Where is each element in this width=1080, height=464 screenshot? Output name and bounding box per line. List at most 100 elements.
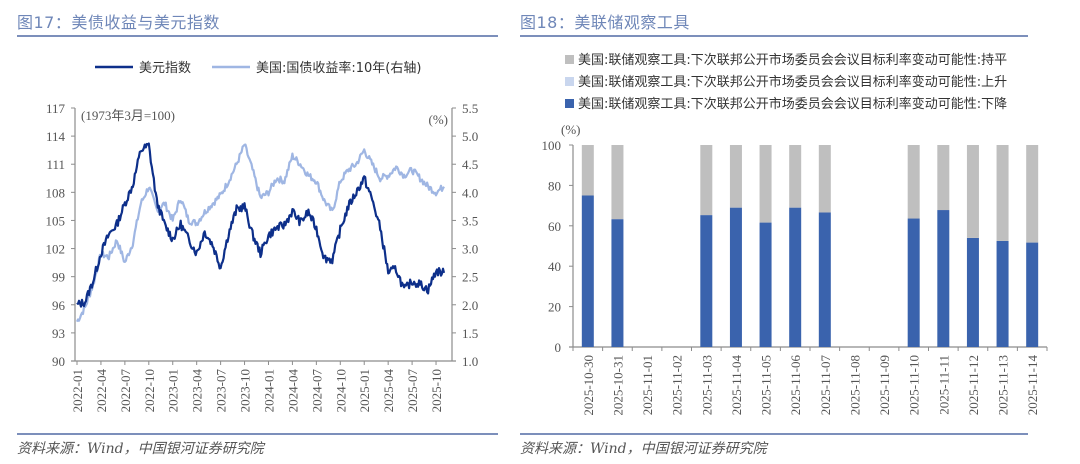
left-y-tick-label: 117 — [46, 101, 66, 116]
left-y-tick-label: 105 — [46, 213, 66, 228]
bar-segment-cut — [729, 207, 742, 347]
y-tick-label: 60 — [548, 219, 561, 234]
right-y-tick-label: 4.5 — [462, 157, 478, 172]
series-line-dollar-index — [76, 142, 446, 308]
bar-segment-hold — [937, 145, 950, 211]
x-tick-label: 2025-11-12 — [966, 355, 981, 415]
right-y-tick-label: 5.5 — [462, 101, 478, 116]
x-tick-label: 2024-04 — [285, 369, 300, 413]
x-tick-label: 2023-01 — [166, 369, 181, 412]
x-tick-label: 2025-11-05 — [759, 355, 774, 415]
legend-label-hold: 美国:联储观察工具:下次联邦公开市场委员会会议目标利率变动可能性:持平 — [578, 52, 1007, 68]
x-tick-label: 2025-11-07 — [818, 355, 833, 416]
left-axis-annotation: (1973年3月=100) — [81, 108, 175, 123]
bar-segment-cut — [907, 218, 920, 347]
x-tick-label: 2024-01 — [261, 369, 276, 412]
source-divider — [520, 433, 1028, 435]
right-y-tick-label: 3.0 — [462, 242, 478, 257]
bar-segment-hold — [611, 145, 624, 220]
x-tick-label: 2025-11-01 — [640, 355, 655, 415]
right-source-note: 资料来源：Wind，中国银河证券研究院 — [520, 441, 767, 457]
fedwatch-stacked-bar-chart: 美国:联储观察工具:下次联邦公开市场委员会会议目标利率变动可能性:持平 美国:联… — [542, 52, 1048, 416]
right-y-tick-label: 1.5 — [462, 326, 478, 341]
bar-segment-cut — [937, 210, 950, 347]
left-y-tick-label: 99 — [52, 270, 65, 285]
legend-swatch-cut — [565, 99, 574, 108]
title-divider — [520, 35, 1028, 37]
legend-swatch-hold — [565, 55, 574, 64]
bar-segment-cut — [818, 212, 831, 347]
right-chart-title: 图18：美联储观察工具 — [520, 13, 690, 32]
y-tick-label: 40 — [548, 259, 561, 274]
bar-segment-cut — [581, 195, 594, 347]
left-chart-title: 图17：美债收益与美元指数 — [17, 13, 220, 32]
x-tick-label: 2025-11-14 — [1025, 355, 1040, 416]
x-tick-label: 2025-11-06 — [788, 355, 803, 416]
bar-segment-cut — [759, 222, 772, 347]
x-tick-label: 2025-10-31 — [610, 355, 625, 416]
left-y-tick-label: 102 — [46, 242, 66, 257]
right-axis-annotation: (%) — [429, 112, 449, 127]
left-y-tick-label: 96 — [52, 298, 66, 313]
right-panel: 图18：美联储观察工具 美国:联储观察工具:下次联邦公开市场委员会会议目标利率变… — [520, 0, 1080, 464]
legend-label-yield: 美国:国债收益率:10年(右轴) — [256, 60, 421, 76]
right-y-tick-label: 2.5 — [462, 270, 478, 285]
y-tick-label: 20 — [548, 300, 561, 315]
bar-segment-hold — [996, 145, 1009, 241]
y-axis-unit: (%) — [561, 122, 581, 137]
legend-label-cut: 美国:联储观察工具:下次联邦公开市场委员会会议目标利率变动可能性:下降 — [578, 96, 1007, 112]
x-tick-label: 2025-11-02 — [670, 355, 685, 415]
right-y-tick-label: 5.0 — [462, 129, 478, 144]
x-tick-label: 2025-07 — [405, 369, 420, 413]
bar-segment-hold — [907, 145, 920, 219]
bar-segment-cut — [789, 207, 802, 347]
x-tick-label: 2025-10-30 — [581, 355, 596, 416]
y-tick-label: 100 — [542, 138, 562, 153]
x-tick-label: 2025-11-03 — [699, 355, 714, 415]
x-tick-label: 2025-11-08 — [847, 355, 862, 415]
y-tick-label: 0 — [555, 340, 562, 355]
legend-label-dxy: 美元指数 — [139, 61, 191, 76]
bar-segment-hold — [789, 145, 802, 208]
x-tick-label: 2025-11-10 — [907, 355, 922, 415]
left-y-tick-label: 90 — [52, 354, 65, 369]
x-tick-label: 2025-10 — [429, 369, 444, 412]
left-source-note: 资料来源：Wind，中国银河证券研究院 — [17, 441, 264, 457]
x-tick-label: 2022-07 — [118, 369, 133, 413]
bar-segment-cut — [700, 215, 713, 347]
x-tick-label: 2022-10 — [142, 369, 157, 412]
series-line-us10y-yield — [75, 143, 445, 323]
bar-segment-hold — [966, 145, 979, 238]
x-tick-label: 2024-07 — [309, 369, 324, 413]
x-tick-label: 2023-04 — [190, 369, 205, 413]
x-tick-label: 2022-04 — [94, 369, 109, 413]
bar-segment-cut — [611, 219, 624, 347]
title-divider — [17, 35, 498, 37]
bar-segment-hold — [700, 145, 713, 216]
left-y-tick-label: 93 — [52, 326, 65, 341]
y-tick-label: 80 — [548, 178, 561, 193]
x-tick-label: 2025-11-11 — [936, 355, 951, 415]
bar-segment-hold — [1026, 145, 1039, 243]
left-y-tick-label: 111 — [46, 157, 65, 172]
source-divider — [17, 433, 498, 435]
x-tick-label: 2024-10 — [333, 369, 348, 412]
x-tick-label: 2022-01 — [70, 369, 85, 412]
x-tick-label: 2023-07 — [214, 369, 229, 413]
x-tick-label: 2023-10 — [238, 369, 253, 412]
x-tick-label: 2025-01 — [357, 369, 372, 412]
bar-segment-cut — [966, 237, 979, 347]
x-tick-label: 2025-04 — [381, 369, 396, 413]
right-y-tick-label: 2.0 — [462, 298, 478, 313]
bar-segment-hold — [759, 145, 772, 223]
bar-segment-hold — [581, 145, 594, 196]
right-y-tick-label: 4.0 — [462, 185, 478, 200]
legend-swatch-hike — [565, 77, 574, 86]
left-panel: 图17：美债收益与美元指数 美元指数 美国:国债收益率:10年(右轴) 90 93… — [0, 0, 520, 464]
bar-segment-cut — [996, 240, 1009, 347]
x-tick-label: 2025-11-04 — [729, 355, 744, 416]
legend: 美元指数 美国:国债收益率:10年(右轴) — [95, 60, 421, 76]
dxy-yield-line-chart: 美元指数 美国:国债收益率:10年(右轴) 90 93 96 99 102 105 108 1… — [46, 60, 479, 413]
left-y-tick-label: 114 — [46, 129, 66, 144]
legend-label-hike: 美国:联储观察工具:下次联邦公开市场委员会会议目标利率变动可能性:上升 — [578, 74, 1007, 90]
